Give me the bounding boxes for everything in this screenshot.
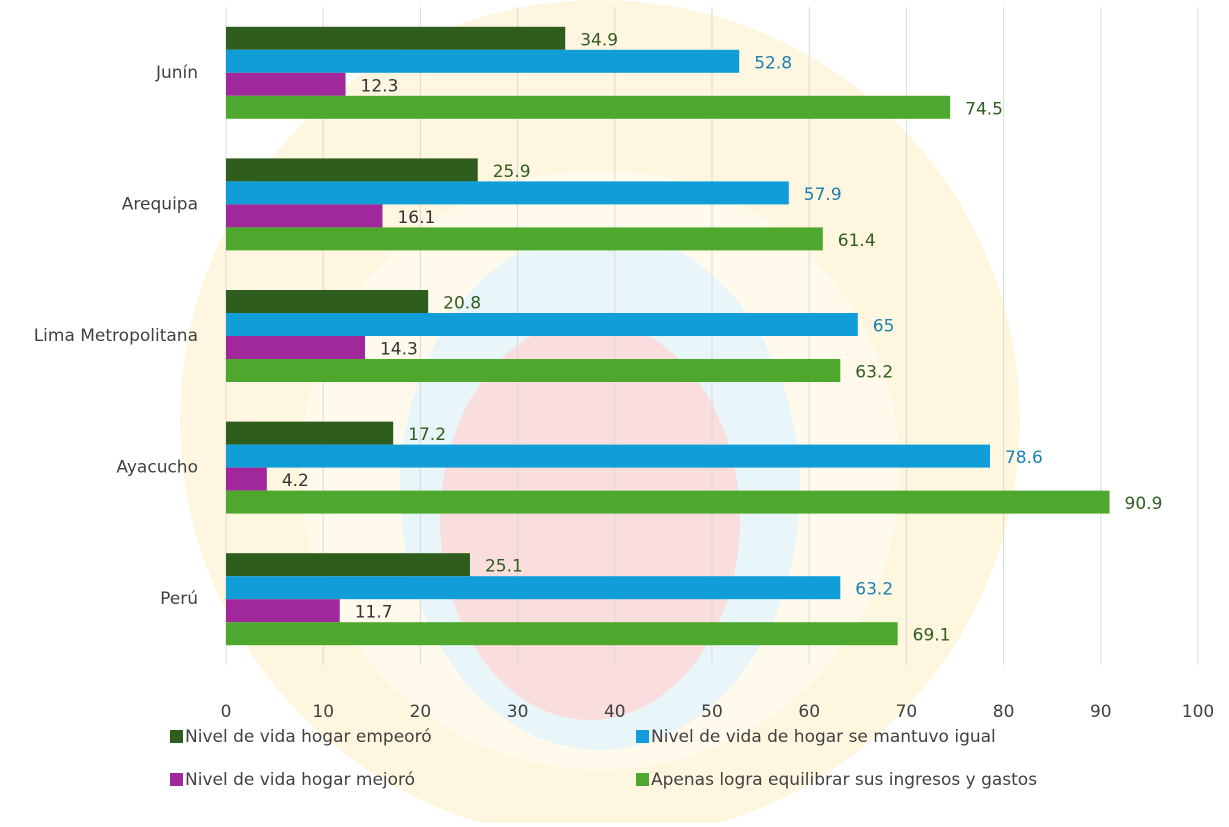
- bar: [226, 468, 267, 491]
- data-label: 4.2: [282, 471, 309, 491]
- data-label: 34.9: [580, 30, 618, 50]
- chart: 0 10 20 30 40 50 60 70 80 90 100 Junín 34.9 52.8 12.3 7…: [0, 0, 1229, 823]
- data-label: 61.4: [838, 231, 876, 251]
- data-label: 11.7: [355, 603, 393, 623]
- x-tick-label: 100: [1182, 702, 1214, 722]
- bar: [226, 227, 823, 250]
- x-tick-label: 0: [221, 702, 232, 722]
- data-label: 90.9: [1125, 494, 1163, 514]
- x-tick-label: 60: [798, 702, 820, 722]
- y-tick-label: Lima Metropolitana: [34, 326, 198, 346]
- data-label: 63.2: [855, 363, 893, 383]
- data-label: 16.1: [397, 208, 435, 228]
- data-label: 74.5: [965, 99, 1003, 119]
- legend-label: Nivel de vida hogar empeoró: [185, 727, 432, 747]
- legend-swatch: [636, 730, 649, 743]
- data-label: 14.3: [380, 340, 418, 360]
- legend-swatch: [170, 773, 183, 786]
- bar: [226, 73, 346, 96]
- bar: [226, 204, 382, 227]
- x-tick-label: 20: [410, 702, 432, 722]
- bar: [226, 313, 858, 336]
- y-tick-label: Junín: [155, 63, 198, 83]
- data-label: 20.8: [443, 294, 481, 314]
- bar: [226, 599, 340, 622]
- bar: [226, 576, 840, 599]
- y-tick-label: Ayacucho: [116, 458, 198, 478]
- data-label: 69.1: [913, 626, 951, 646]
- legend-swatch: [170, 730, 183, 743]
- y-tick-label: Perú: [160, 589, 198, 609]
- bar: [226, 422, 393, 445]
- data-label: 17.2: [408, 425, 446, 445]
- bar: [226, 445, 990, 468]
- bar: [226, 290, 428, 313]
- bar: [226, 27, 565, 50]
- data-label: 65: [873, 317, 895, 337]
- data-label: 57.9: [804, 185, 842, 205]
- data-label: 25.1: [485, 557, 523, 577]
- bar: [226, 50, 739, 73]
- x-tick-label: 80: [993, 702, 1015, 722]
- legend-swatch: [636, 773, 649, 786]
- legend-label: Nivel de vida de hogar se mantuvo igual: [651, 727, 996, 747]
- x-tick-label: 90: [1090, 702, 1112, 722]
- bar: [226, 96, 950, 119]
- data-label: 78.6: [1005, 448, 1043, 468]
- x-tick-label: 50: [701, 702, 723, 722]
- bar: [226, 181, 789, 204]
- bar: [226, 158, 478, 181]
- bar: [226, 553, 470, 576]
- x-tick-label: 40: [604, 702, 626, 722]
- bar: [226, 491, 1110, 514]
- data-label: 25.9: [493, 162, 531, 182]
- x-tick-label: 30: [507, 702, 529, 722]
- data-label: 52.8: [754, 53, 792, 73]
- data-label: 63.2: [855, 580, 893, 600]
- legend-label: Nivel de vida hogar mejoró: [185, 770, 415, 790]
- watermark: [180, 0, 1020, 823]
- y-tick-label: Arequipa: [122, 194, 198, 214]
- bar: [226, 336, 365, 359]
- x-tick-label: 10: [312, 702, 334, 722]
- bar: [226, 359, 840, 382]
- x-tick-label: 70: [896, 702, 918, 722]
- bar: [226, 622, 898, 645]
- data-label: 12.3: [361, 76, 399, 96]
- legend-label: Apenas logra equilibrar sus ingresos y g…: [651, 770, 1037, 790]
